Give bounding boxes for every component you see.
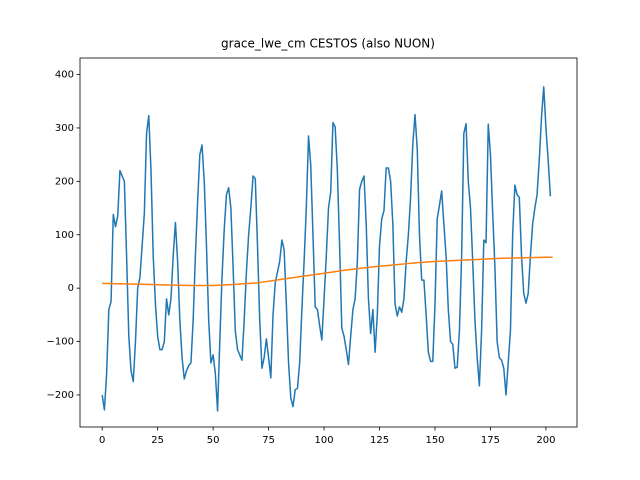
y-tick-label: 0 (68, 283, 74, 294)
y-tick-label: −100 (47, 337, 74, 348)
y-tick-label: 300 (55, 123, 74, 134)
x-tick-label: 75 (262, 435, 275, 446)
chart-title: grace_lwe_cm CESTOS (also NUON) (221, 37, 435, 51)
x-tick-label: 0 (99, 435, 105, 446)
plot-frame (79, 57, 578, 428)
x-tick-label: 50 (207, 435, 220, 446)
x-tick-label: 125 (370, 435, 389, 446)
y-tick-label: 100 (55, 230, 74, 241)
x-tick-label: 100 (315, 435, 334, 446)
y-tick-label: 200 (55, 176, 74, 187)
line-series (101, 86, 552, 412)
y-tick-label: 400 (55, 70, 74, 81)
line-series (102, 256, 553, 287)
x-tick-label: 175 (481, 435, 500, 446)
y-tick-label: −200 (47, 390, 74, 401)
x-tick-label: 25 (151, 435, 164, 446)
x-tick-label: 200 (536, 435, 555, 446)
x-tick-label: 150 (425, 435, 444, 446)
